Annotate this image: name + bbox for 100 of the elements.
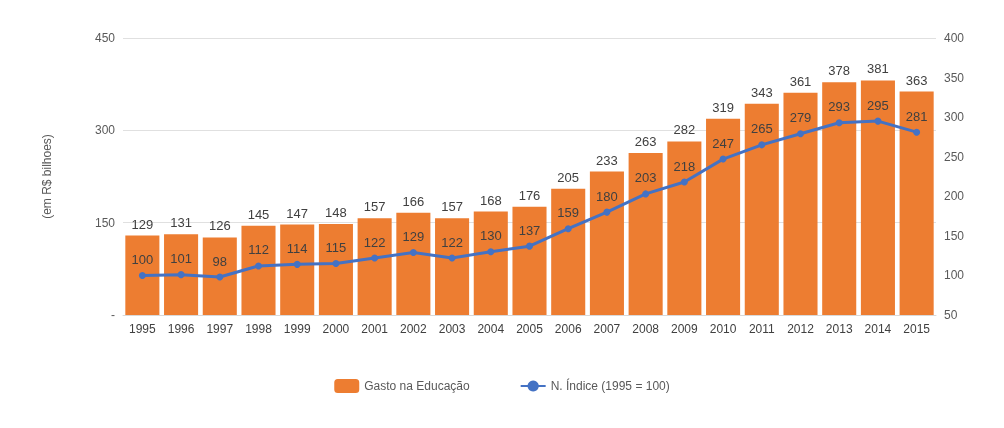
y2-tick-label: 200 [944,189,965,204]
bar [396,212,431,315]
data-label: 147 [286,205,309,221]
point [177,271,185,279]
x-tick-label: 2015 [903,322,931,336]
x-tick-label: 1997 [206,322,234,336]
x-tick-label: 2006 [554,322,582,336]
point [835,119,843,127]
x-tick-label: 2012 [787,322,815,336]
bar [899,91,934,315]
data-label: 114 [286,240,308,256]
point [409,248,417,256]
data-label: 157 [441,199,463,215]
data-label: 279 [789,110,812,126]
data-label: 157 [363,199,386,215]
y2-tick-label: 150 [944,228,965,243]
x-tick-label: 2008 [632,322,660,336]
x-tick-label: 1999 [283,322,311,336]
bar [744,103,779,315]
bar [860,80,895,315]
data-label: 122 [441,234,463,250]
point [564,225,572,233]
point [255,262,262,270]
data-label: 176 [518,187,541,203]
data-label: 263 [634,134,657,150]
x-tick-label: 2005 [516,322,544,336]
bar [125,235,160,315]
data-label: 168 [479,192,502,208]
data-label: 130 [479,228,502,244]
data-label: 203 [634,170,657,186]
data-label: 101 [170,251,192,267]
data-label: 295 [867,97,889,113]
data-label: 265 [750,121,773,137]
x-tick-label: 2004 [477,322,505,336]
x-tick-label: 1996 [167,322,195,336]
bar [589,171,624,315]
point [526,242,533,250]
bar [551,188,586,315]
data-label: 293 [828,99,851,115]
y2-tick-label: 350 [944,70,965,85]
y2-tick-label: 250 [944,149,965,164]
bar [628,153,663,315]
bar [241,225,276,315]
data-label: 100 [131,251,154,267]
data-label: 115 [325,240,347,256]
y-tick-label: 150 [94,215,116,230]
data-label: 281 [905,108,928,124]
point [797,130,804,138]
x-tick-label: 2009 [671,322,699,336]
data-label: 319 [712,99,734,115]
bar [164,234,199,315]
bar [202,237,237,315]
x-tick-label: 2002 [400,322,428,336]
y2-tick-label: 100 [944,268,965,283]
data-label: 381 [867,61,889,77]
legend-label: N. Índice (1995 = 100) [550,378,670,393]
data-label: 343 [750,84,773,100]
x-tick-label: 2011 [748,322,776,336]
legend-label: Gasto na Educação [364,379,470,393]
data-label: 129 [402,228,425,244]
x-tick-label: 2001 [361,322,389,336]
data-label: 159 [557,205,580,221]
bar [357,218,392,315]
data-label: 361 [789,73,812,89]
data-label: 129 [131,216,154,232]
data-label: 148 [325,204,347,220]
x-tick-label: 2007 [593,322,621,336]
data-label: 218 [673,158,696,174]
point [216,273,224,281]
point [138,271,146,279]
point [487,248,495,256]
bar [783,92,818,315]
data-label: 180 [596,188,618,204]
data-label: 166 [402,193,425,209]
bar [512,206,547,315]
bar [473,211,508,315]
bar [667,141,702,315]
bar [822,82,857,315]
bar [280,224,315,315]
data-label: 145 [247,206,270,222]
y-tick-label: 300 [94,123,116,138]
y-tick-label: 450 [94,31,116,45]
point [680,178,688,186]
point [293,260,301,268]
y-axis-title: (em R$ bilhoes) [40,134,54,219]
data-label: 378 [828,63,851,79]
data-label: 137 [518,222,541,238]
bar [435,218,470,315]
data-label: 282 [673,122,696,138]
point [642,190,650,198]
x-tick-label: 2010 [709,322,737,336]
point [758,141,766,149]
data-label: 247 [712,135,734,151]
y2-tick-label: 400 [944,31,965,45]
x-tick-label: 2013 [825,322,853,336]
x-tick-label: 2000 [322,322,350,336]
data-label: 122 [363,234,386,250]
point [371,254,379,262]
data-label: 126 [208,218,231,234]
bar [706,118,741,315]
